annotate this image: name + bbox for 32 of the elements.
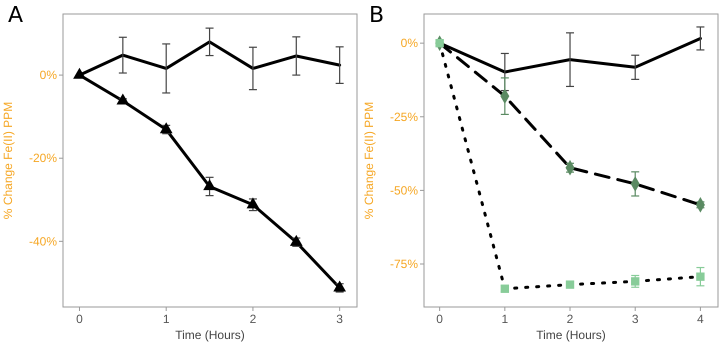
y-tick-label: -75% — [390, 257, 418, 272]
chart-title: A — [8, 3, 24, 28]
x-tick-label: 1 — [162, 312, 170, 326]
point — [333, 280, 346, 292]
chart-title: B — [369, 3, 384, 28]
y-axis-title: % Change Fe(II) PPM — [362, 102, 376, 220]
x-axis-title: Time (Hours) — [536, 328, 606, 342]
point — [246, 197, 260, 208]
point — [203, 179, 216, 190]
y-tick-label: -25% — [390, 110, 418, 124]
y-tick-label: -40% — [28, 234, 58, 248]
x-tick-label: 0 — [76, 312, 84, 326]
point — [566, 280, 574, 289]
x-axis-title: Time (Hours) — [175, 328, 245, 342]
x-tick-label: 4 — [697, 312, 704, 326]
y-tick-label: -20% — [28, 151, 58, 166]
y-tick-label: -50% — [390, 183, 418, 198]
x-tick-label: 0 — [436, 312, 444, 326]
point — [696, 272, 705, 281]
x-tick-label: 3 — [632, 312, 639, 326]
point — [290, 234, 303, 246]
point — [631, 277, 640, 286]
point — [160, 122, 173, 134]
point — [116, 94, 130, 105]
y-tick-label: 0% — [400, 36, 418, 50]
x-tick-label: 3 — [336, 312, 344, 326]
y-tick-label: 0% — [40, 68, 58, 82]
x-tick-label: 2 — [566, 312, 574, 326]
x-tick-label: 2 — [250, 312, 257, 326]
point — [500, 284, 510, 293]
y-axis-title: % Change Fe(II) PPM — [1, 102, 15, 220]
x-tick-label: 1 — [501, 312, 508, 326]
